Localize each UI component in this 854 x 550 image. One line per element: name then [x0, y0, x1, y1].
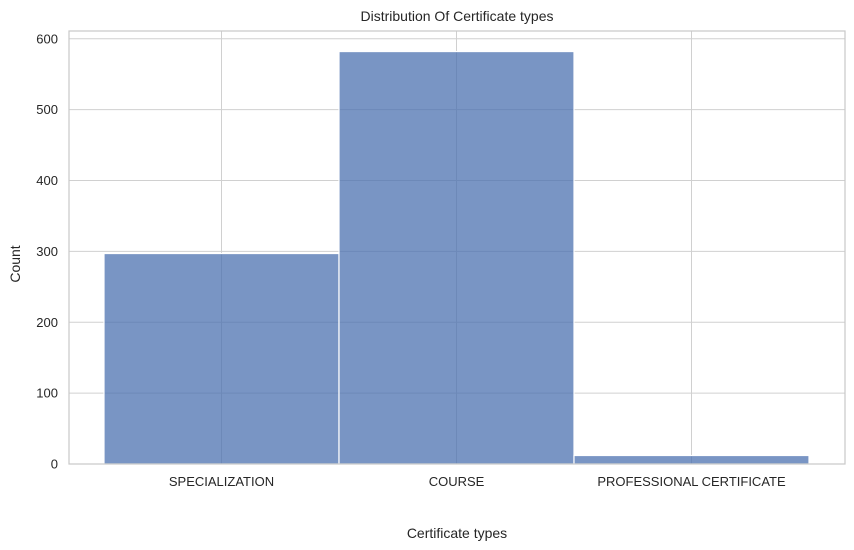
bar-course [338, 50, 575, 465]
y-tick-label: 500 [36, 102, 58, 117]
bar-professional-certificate [573, 454, 810, 465]
x-tick-label: SPECIALIZATION [169, 474, 274, 489]
y-tick-labels: 0 100 200 300 400 500 600 [36, 31, 58, 471]
y-tick-label: 400 [36, 173, 58, 188]
y-tick-label: 600 [36, 31, 58, 46]
x-axis-label: Certificate types [407, 525, 507, 541]
bar-layer [103, 50, 810, 465]
y-tick-label: 100 [36, 386, 58, 401]
chart-title: Distribution Of Certificate types [361, 8, 554, 24]
y-tick-label: 200 [36, 315, 58, 330]
axes-frame [68, 30, 846, 465]
y-tick-label: 300 [36, 244, 58, 259]
x-tick-label: COURSE [429, 474, 485, 489]
y-axis-label: Count [7, 245, 23, 282]
y-tick-label: 0 [51, 457, 58, 472]
x-tick-label: PROFESSIONAL CERTIFICATE [597, 474, 786, 489]
bar-specialization [103, 252, 340, 465]
x-tick-labels: SPECIALIZATION COURSE PROFESSIONAL CERTIFI… [169, 474, 786, 489]
